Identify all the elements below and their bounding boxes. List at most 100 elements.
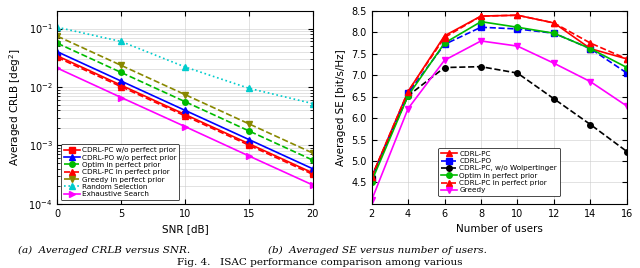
CDRL-PC, w/o Wolpertinger xyxy=(514,72,522,75)
Text: (b)  Averaged SE versus number of users.: (b) Averaged SE versus number of users. xyxy=(268,246,487,255)
CDRL-PO xyxy=(404,92,412,95)
X-axis label: SNR [dB]: SNR [dB] xyxy=(162,224,209,234)
Optim in perfect prior xyxy=(550,32,558,35)
CDRL-PO xyxy=(477,26,485,29)
CDRL-PC in perfect prior xyxy=(477,14,485,18)
CDRL-PO xyxy=(550,32,558,35)
CDRL-PC w/o perfect prior xyxy=(117,84,125,87)
Greedy xyxy=(587,80,595,83)
Optim in perfect prior xyxy=(587,47,595,50)
CDRL-PC xyxy=(441,34,449,38)
Text: (a)  Averaged CRLB versus SNR.: (a) Averaged CRLB versus SNR. xyxy=(18,246,189,255)
CDRL-PC xyxy=(514,14,522,17)
Greedy xyxy=(441,59,449,62)
CDRL-PC xyxy=(550,21,558,25)
Exhaustive Search xyxy=(181,125,189,128)
Line: CDRL-PC in perfect prior: CDRL-PC in perfect prior xyxy=(369,12,630,180)
Exhaustive Search xyxy=(309,183,317,187)
CDRL-PO w/o perfect prior xyxy=(181,109,189,112)
Optim in perfect prior xyxy=(368,180,376,183)
CDRL-PO w/o perfect prior xyxy=(54,50,61,53)
Line: Optim in perfect prior: Optim in perfect prior xyxy=(369,19,630,184)
CDRL-PO xyxy=(514,27,522,31)
Y-axis label: Averaged SE [bit/s/Hz]: Averaged SE [bit/s/Hz] xyxy=(335,49,346,166)
Optim in perfect prior xyxy=(441,42,449,45)
Optim in perfect prior xyxy=(54,42,61,45)
CDRL-PC in perfect prior xyxy=(404,90,412,93)
Optim in perfect prior xyxy=(623,66,631,69)
CDRL-PC xyxy=(587,47,595,50)
CDRL-PC, w/o Wolpertinger xyxy=(587,123,595,126)
Line: CDRL-PO w/o perfect prior: CDRL-PO w/o perfect prior xyxy=(54,49,316,172)
Optim in perfect prior xyxy=(514,26,522,29)
Random Selection xyxy=(245,87,253,90)
Greedy xyxy=(550,62,558,65)
Line: Optim in perfect prior: Optim in perfect prior xyxy=(54,40,316,163)
Line: Exhaustive Search: Exhaustive Search xyxy=(54,65,316,188)
Exhaustive Search xyxy=(245,154,253,158)
Optim in perfect prior xyxy=(245,129,253,132)
Line: CDRL-PC: CDRL-PC xyxy=(369,12,630,180)
Greedy in perfect prior xyxy=(181,93,189,96)
CDRL-PC, w/o Wolpertinger xyxy=(404,94,412,98)
Greedy in perfect prior xyxy=(117,64,125,67)
CDRL-PC in perfect prior xyxy=(514,14,522,17)
Greedy xyxy=(368,199,376,202)
Line: Random Selection: Random Selection xyxy=(54,24,316,106)
CDRL-PC in perfect prior xyxy=(181,114,189,117)
Random Selection xyxy=(181,65,189,69)
Line: Greedy in perfect prior: Greedy in perfect prior xyxy=(54,34,316,156)
CDRL-PC xyxy=(623,57,631,61)
Greedy in perfect prior xyxy=(245,122,253,125)
CDRL-PC in perfect prior xyxy=(550,21,558,25)
Exhaustive Search xyxy=(54,66,61,70)
X-axis label: Number of users: Number of users xyxy=(456,224,543,234)
CDRL-PC, w/o Wolpertinger xyxy=(441,66,449,69)
CDRL-PC w/o perfect prior xyxy=(54,54,61,58)
Optim in perfect prior xyxy=(117,71,125,74)
Line: CDRL-PC in perfect prior: CDRL-PC in perfect prior xyxy=(54,55,316,177)
Random Selection xyxy=(309,102,317,105)
CDRL-PC in perfect prior xyxy=(54,56,61,59)
CDRL-PO w/o perfect prior xyxy=(117,80,125,83)
Optim in perfect prior xyxy=(404,94,412,98)
CDRL-PC in perfect prior xyxy=(368,176,376,179)
Random Selection xyxy=(117,40,125,43)
Line: CDRL-PC w/o perfect prior: CDRL-PC w/o perfect prior xyxy=(54,53,316,176)
CDRL-PC in perfect prior xyxy=(441,36,449,39)
CDRL-PO xyxy=(623,72,631,75)
Greedy xyxy=(514,44,522,48)
Random Selection xyxy=(54,26,61,29)
Exhaustive Search xyxy=(117,96,125,99)
Greedy in perfect prior xyxy=(54,35,61,38)
CDRL-PC, w/o Wolpertinger xyxy=(623,150,631,153)
Optim in perfect prior xyxy=(309,158,317,162)
CDRL-PC in perfect prior xyxy=(117,85,125,88)
Line: CDRL-PC, w/o Wolpertinger: CDRL-PC, w/o Wolpertinger xyxy=(369,64,630,180)
Text: Fig. 4.   ISAC performance comparison among various: Fig. 4. ISAC performance comparison amon… xyxy=(177,258,463,267)
Legend: CDRL-PC w/o perfect prior, CDRL-PO w/o perfect prior, Optim in perfect prior, CD: CDRL-PC w/o perfect prior, CDRL-PO w/o p… xyxy=(61,144,179,200)
CDRL-PO w/o perfect prior xyxy=(245,138,253,141)
CDRL-PC w/o perfect prior xyxy=(245,142,253,145)
CDRL-PO xyxy=(368,177,376,181)
Line: CDRL-PO: CDRL-PO xyxy=(369,24,630,182)
CDRL-PC xyxy=(477,14,485,18)
Greedy xyxy=(404,107,412,110)
CDRL-PC w/o perfect prior xyxy=(181,113,189,116)
CDRL-PC in perfect prior xyxy=(309,173,317,176)
CDRL-PC, w/o Wolpertinger xyxy=(368,176,376,179)
CDRL-PC, w/o Wolpertinger xyxy=(477,65,485,68)
CDRL-PC, w/o Wolpertinger xyxy=(550,97,558,100)
CDRL-PC xyxy=(368,176,376,179)
CDRL-PC xyxy=(404,90,412,93)
CDRL-PC in perfect prior xyxy=(245,144,253,147)
CDRL-PO xyxy=(441,43,449,46)
CDRL-PC in perfect prior xyxy=(587,42,595,45)
CDRL-PC in perfect prior xyxy=(623,57,631,61)
Optim in perfect prior xyxy=(477,20,485,23)
Greedy xyxy=(623,105,631,108)
Y-axis label: Averaged CRLB [deg$^2$]: Averaged CRLB [deg$^2$] xyxy=(7,49,23,166)
CDRL-PO xyxy=(587,47,595,50)
Greedy xyxy=(477,39,485,43)
CDRL-PO w/o perfect prior xyxy=(309,167,317,170)
